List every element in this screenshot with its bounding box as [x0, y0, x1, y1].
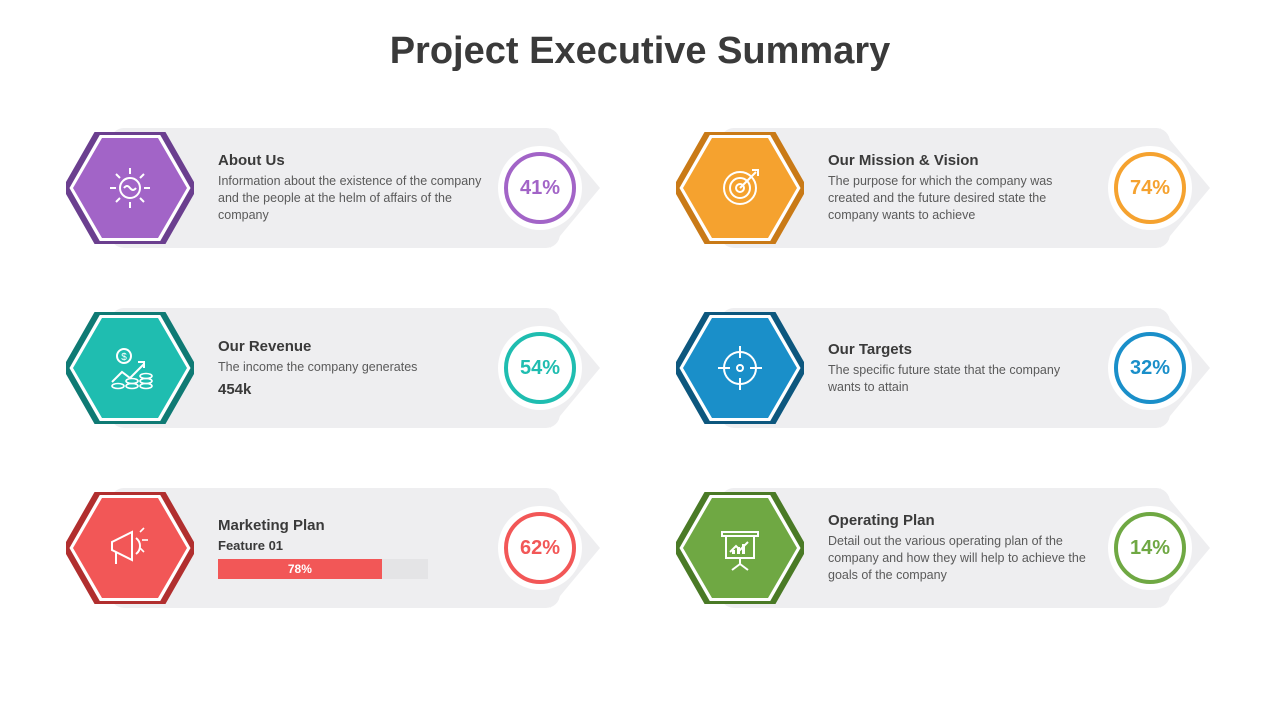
- card-title: Our Mission & Vision: [828, 152, 1094, 169]
- revenue-icon: [102, 340, 158, 396]
- card-content: Our Targets The specific future state tha…: [810, 341, 1108, 396]
- pct-ring: [504, 152, 576, 224]
- summary-card: Our Mission & Vision The purpose for whic…: [670, 113, 1220, 263]
- slide: Project Executive Summary About Us Inform…: [0, 0, 1280, 720]
- hex-wrap: [670, 473, 810, 623]
- pct-badge: 62%: [498, 506, 582, 590]
- summary-card: Operating Plan Detail out the various ope…: [670, 473, 1220, 623]
- card-title: Operating Plan: [828, 512, 1094, 529]
- pct-ring: [1114, 152, 1186, 224]
- page-title: Project Executive Summary: [60, 30, 1220, 73]
- feature-label: Feature 01: [218, 538, 484, 553]
- hex-wrap: [60, 473, 200, 623]
- summary-card: Marketing Plan Feature 01 78% 62%: [60, 473, 610, 623]
- crosshair-icon: [712, 340, 768, 396]
- card-desc: Detail out the various operating plan of…: [828, 533, 1094, 584]
- card-title: Our Targets: [828, 341, 1094, 358]
- progress-bar: 78%: [218, 559, 428, 579]
- pct-badge: 14%: [1108, 506, 1192, 590]
- card-title: Our Revenue: [218, 338, 484, 355]
- hexagon: [676, 492, 804, 604]
- hexagon: [66, 132, 194, 244]
- card-desc: The income the company generates: [218, 359, 484, 376]
- target-icon: [712, 160, 768, 216]
- pct-badge: 41%: [498, 146, 582, 230]
- card-title: Marketing Plan: [218, 517, 484, 534]
- pct-badge: 54%: [498, 326, 582, 410]
- hex-wrap: [60, 293, 200, 443]
- cards-grid: About Us Information about the existence …: [60, 113, 1220, 623]
- pct-badge: 32%: [1108, 326, 1192, 410]
- card-content: Operating Plan Detail out the various ope…: [810, 512, 1108, 584]
- summary-card: About Us Information about the existence …: [60, 113, 610, 263]
- progress-fill: 78%: [218, 559, 382, 579]
- pct-badge: 74%: [1108, 146, 1192, 230]
- hex-wrap: [670, 293, 810, 443]
- card-content: Our Mission & Vision The purpose for whic…: [810, 152, 1108, 224]
- pct-ring: [1114, 332, 1186, 404]
- summary-card: Our Targets The specific future state tha…: [670, 293, 1220, 443]
- pct-ring: [504, 332, 576, 404]
- card-title: About Us: [218, 152, 484, 169]
- card-desc: The purpose for which the company was cr…: [828, 173, 1094, 224]
- hexagon: [676, 312, 804, 424]
- pct-ring: [504, 512, 576, 584]
- card-content: About Us Information about the existence …: [200, 152, 498, 224]
- summary-card: Our Revenue The income the company genera…: [60, 293, 610, 443]
- card-extra-value: 454k: [218, 381, 484, 398]
- megaphone-icon: [102, 520, 158, 576]
- hexagon: [66, 492, 194, 604]
- card-content: Marketing Plan Feature 01 78%: [200, 517, 498, 579]
- hexagon: [66, 312, 194, 424]
- card-desc: The specific future state that the compa…: [828, 362, 1094, 396]
- card-desc: Information about the existence of the c…: [218, 173, 484, 224]
- hexagon: [676, 132, 804, 244]
- presentation-icon: [712, 520, 768, 576]
- pct-ring: [1114, 512, 1186, 584]
- gear-icon: [102, 160, 158, 216]
- card-content: Our Revenue The income the company genera…: [200, 338, 498, 399]
- hex-wrap: [670, 113, 810, 263]
- hex-wrap: [60, 113, 200, 263]
